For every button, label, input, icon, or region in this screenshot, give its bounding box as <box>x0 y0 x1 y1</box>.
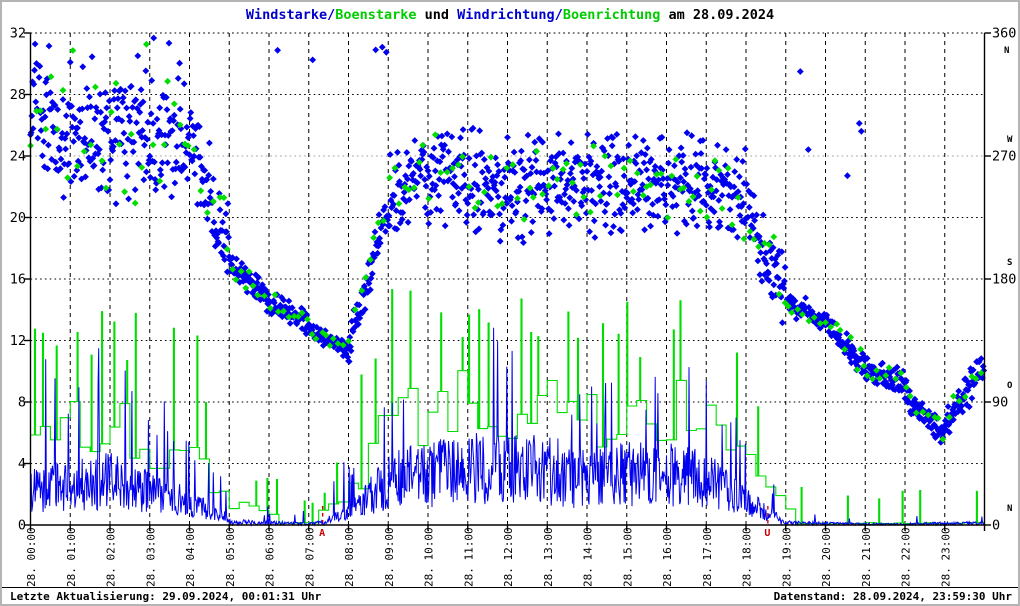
y-right-tick-label: 0 <box>992 518 1000 534</box>
y-left-tick-label: 24 <box>10 149 26 165</box>
y-right-tick-label: 90 <box>992 395 1008 411</box>
title-segment: Windstarke/ <box>245 7 336 23</box>
x-tick-label: 28. 17:00 <box>701 527 714 587</box>
title-segment: Boenstarke <box>335 7 417 23</box>
x-tick-label: 28. 13:00 <box>542 527 555 587</box>
x-axis: 28. 00:00 28. 01:00 28. 02:00 28. 03:00 28. … <box>25 525 986 587</box>
x-tick-label: 28. 14:00 <box>582 527 595 587</box>
x-tick-label: 28. 04:00 <box>184 527 197 587</box>
gust-direction-points <box>27 40 985 443</box>
y-left-tick-label: 32 <box>10 26 26 42</box>
x-tick-label: 28. 09:00 <box>383 527 396 587</box>
chart-title: Windstarke/Boenstarke und Windrichtung/B… <box>2 7 1018 23</box>
x-tick-label: 28. 03:00 <box>144 527 157 587</box>
x-tick-label: 28. 19:00 <box>780 527 793 587</box>
x-tick-label: 28. 10:00 <box>423 527 436 587</box>
status-bar: Letzte Aktualisierung: 29.09.2024, 00:01… <box>2 587 1018 604</box>
title-segment: am 28.09.2024 <box>660 7 775 23</box>
x-tick-label: 28. 00:00 <box>25 527 38 587</box>
y-left-tick-label: 12 <box>10 333 26 349</box>
compass-letter: W <box>1007 135 1013 145</box>
wind-speed-line <box>30 327 985 527</box>
x-tick-label: 28. 12:00 <box>502 527 515 587</box>
y-right-tick-label: 270 <box>992 149 1016 165</box>
sunrise-letter: A <box>319 528 325 539</box>
title-segment: und <box>416 7 458 23</box>
x-tick-label: 28. 23:00 <box>939 527 952 587</box>
x-tick-label: 28. 06:00 <box>264 527 277 587</box>
x-tick-label: 28. 20:00 <box>820 527 833 587</box>
x-tick-label: 28. 01:00 <box>65 527 78 587</box>
x-tick-label: 28. 16:00 <box>661 527 674 587</box>
compass-letter: O <box>1007 381 1013 391</box>
x-tick-label: 28. 02:00 <box>105 527 118 587</box>
x-tick-label: 28. 05:00 <box>224 527 237 587</box>
compass-letter: N <box>1004 46 1009 56</box>
x-tick-label: 28. 07:00 <box>303 527 316 587</box>
y-left-tick-label: 20 <box>10 210 26 226</box>
compass-letter: S <box>1007 258 1012 268</box>
y-left-tick-label: 28 <box>10 87 26 103</box>
x-tick-label: 28. 21:00 <box>860 527 873 587</box>
y-right-tick-label: 360 <box>992 26 1016 42</box>
y-right-tick-label: 180 <box>992 272 1016 288</box>
x-tick-label: 28. 11:00 <box>462 527 475 587</box>
data-state-text: Datenstand: 28.09.2024, 23:59:30 Uhr <box>773 590 1012 603</box>
x-tick-label: 28. 18:00 <box>741 527 754 587</box>
y-left-axis: 0 4 8 12 16 20 24 28 32 <box>10 26 31 534</box>
x-tick-label: 28. 08:00 <box>343 527 356 587</box>
y-left-tick-label: 4 <box>18 456 26 472</box>
y-left-tick-label: 16 <box>10 272 26 288</box>
y-left-tick-label: 8 <box>18 395 26 411</box>
last-update-text: Letzte Aktualisierung: 29.09.2024, 00:01… <box>10 590 322 603</box>
title-segment: Boenrichtung <box>562 7 661 23</box>
x-tick-label: 28. 15:00 <box>621 527 634 587</box>
title-segment: Windrichtung/ <box>457 7 563 23</box>
x-tick-label: 28. 22:00 <box>900 527 913 587</box>
wind-direction-points <box>27 34 988 446</box>
sunset-letter: U <box>764 528 770 539</box>
compass-letter: N <box>1007 504 1012 514</box>
y-left-tick-label: 0 <box>18 518 26 534</box>
